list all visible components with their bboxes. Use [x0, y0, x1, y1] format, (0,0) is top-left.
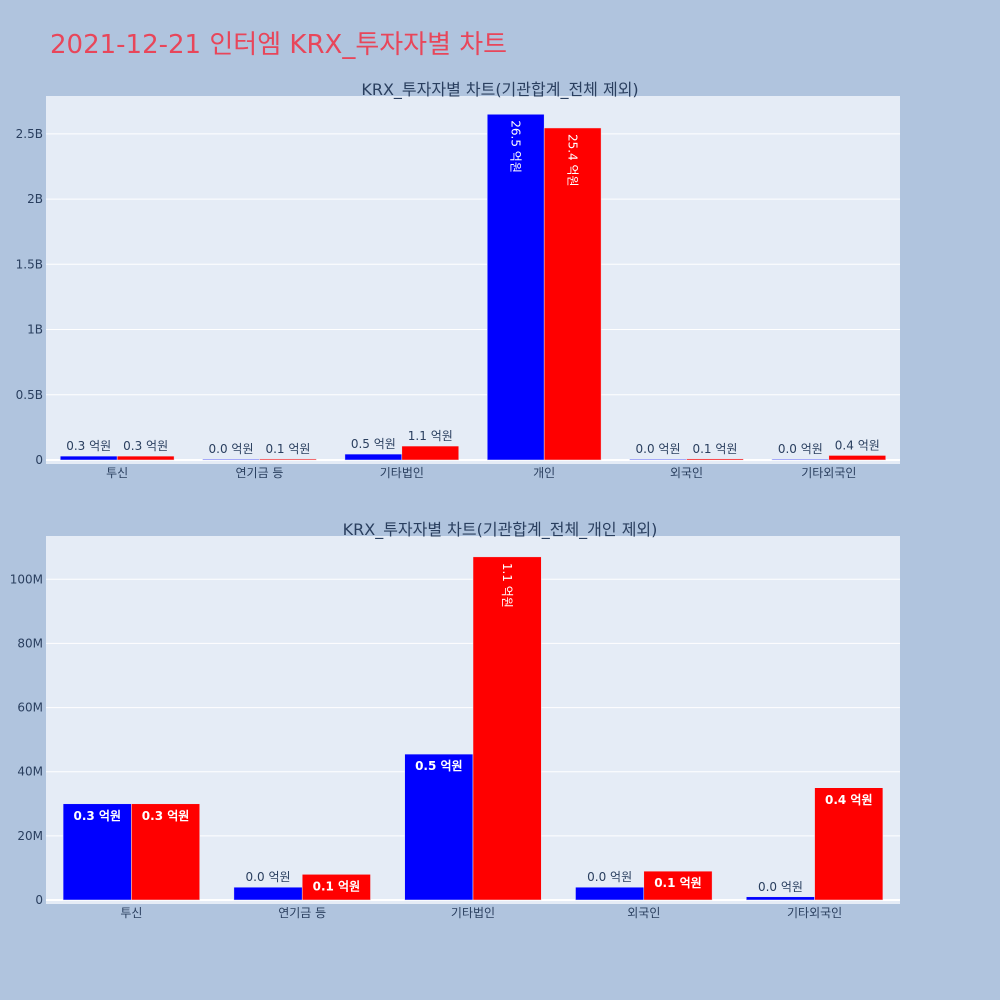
x-tick-label: 기타외국인: [787, 906, 842, 920]
bar: [301, 874, 371, 901]
data-label: 0.1 억원: [265, 442, 310, 456]
data-label: 26.5 억원: [509, 120, 523, 173]
x-tick-label: 개인: [533, 466, 555, 480]
x-tick-label: 투신: [120, 906, 142, 920]
bar: [401, 445, 460, 461]
bar: [472, 556, 542, 901]
data-label: 0.3 억원: [123, 439, 168, 453]
bar: [131, 803, 200, 901]
y-tick-label: 1B: [27, 323, 43, 337]
y-tick-label: 40M: [17, 765, 43, 779]
bar: [62, 803, 132, 901]
x-tick-label: 투신: [106, 466, 128, 480]
bar: [686, 458, 744, 461]
bar: [828, 455, 887, 461]
data-label: 0.0 억원: [758, 880, 803, 894]
data-label: 0.4 억원: [835, 438, 880, 452]
bar: [629, 458, 687, 461]
chart-1: KRX_투자자별 차트(기관합계_전체 제외) 0 0.5B 1B 1.5B 2B 2.5B…: [16, 80, 900, 480]
bar: [814, 787, 884, 901]
data-label: 0.0 억원: [636, 442, 681, 456]
chart-title: KRX_투자자별 차트(기관합계_전체 제외): [361, 80, 638, 100]
x-tick-label: 외국인: [627, 906, 660, 920]
x-tick-label: 외국인: [670, 466, 703, 480]
y-tick-label: 2B: [27, 192, 43, 206]
data-label: 25.4 억원: [566, 134, 580, 187]
bar: [259, 458, 317, 461]
y-tick-label: 2.5B: [16, 127, 43, 141]
bar: [746, 896, 815, 901]
x-tick-label: 기타법인: [451, 906, 495, 920]
data-label: 0.4 억원: [825, 793, 873, 807]
bar: [59, 455, 118, 461]
data-label: 0.1 억원: [692, 442, 737, 456]
bar: [344, 453, 403, 461]
data-label: 0.5 억원: [415, 759, 463, 773]
y-tick-label: 100M: [10, 572, 43, 586]
data-label: 0.3 억원: [66, 439, 111, 453]
data-label: 0.0 억원: [246, 870, 291, 884]
chart-2: KRX_투자자별 차트(기관합계_전체_개인 제외) 0 20M 40M 60M 80M 1…: [10, 520, 900, 920]
bar: [643, 870, 713, 901]
data-label: 1.1 억원: [408, 429, 453, 443]
data-label: 0.3 억원: [142, 809, 190, 823]
data-label: 0.0 억원: [209, 442, 254, 456]
x-tick-label: 연기금 등: [278, 906, 326, 920]
y-tick-label: 0: [35, 893, 43, 907]
plot-area: [46, 96, 900, 464]
data-label: 0.0 억원: [587, 870, 632, 884]
y-tick-label: 60M: [17, 701, 43, 715]
page-title: 2021-12-21 인터엠 KRX_투자자별 차트: [50, 30, 508, 60]
bar: [771, 458, 830, 461]
bar: [404, 753, 474, 901]
data-label: 0.5 억원: [351, 437, 396, 451]
y-tick-label: 1.5B: [16, 257, 43, 271]
bar: [116, 455, 175, 461]
chart-title: KRX_투자자별 차트(기관합계_전체_개인 제외): [343, 520, 658, 540]
bar: [575, 886, 645, 901]
bar: [543, 127, 602, 461]
bar: [202, 458, 260, 461]
data-label: 0.3 억원: [73, 809, 121, 823]
y-tick-label: 0: [35, 453, 43, 467]
data-label: 1.1 억원: [500, 563, 514, 608]
y-tick-label: 20M: [17, 829, 43, 843]
x-tick-label: 기타법인: [380, 466, 424, 480]
data-label: 0.1 억원: [313, 879, 361, 893]
data-label: 0.0 억원: [778, 442, 823, 456]
y-tick-label: 0.5B: [16, 388, 43, 402]
x-tick-label: 기타외국인: [801, 466, 856, 480]
bar: [233, 886, 303, 901]
x-tick-label: 연기금 등: [236, 466, 284, 480]
y-tick-label: 80M: [17, 636, 43, 650]
data-label: 0.1 억원: [654, 876, 702, 890]
